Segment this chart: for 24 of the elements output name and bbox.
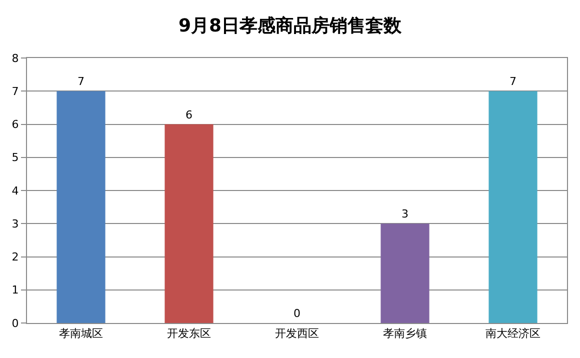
y-tick-label: 5 [12,151,19,164]
data-label: 7 [510,75,516,88]
bar [488,91,538,323]
y-tick-label: 6 [12,118,19,132]
data-label: 7 [78,75,84,88]
data-label: 6 [186,108,192,122]
y-tick-label: 3 [12,217,19,230]
bar [164,124,214,323]
x-tick-label: 开发西区 [275,327,319,340]
chart-title: 9月8日孝感商品房销售套数 [178,15,403,36]
data-label: 3 [402,208,408,221]
x-tick-label: 开发东区 [167,327,211,340]
y-tick-label: 7 [12,84,19,98]
x-tick-label: 南大经济区 [486,327,540,340]
bar [56,91,106,323]
data-label: 0 [294,307,300,320]
x-tick-label: 孝南乡镇 [383,327,427,340]
x-tick-label: 孝南城区 [59,327,103,340]
bar [380,224,430,323]
y-tick-label: 0 [12,316,19,330]
y-tick-label: 4 [12,184,19,198]
y-tick-label: 1 [12,284,19,297]
y-tick-label: 2 [12,250,19,264]
y-tick-label: 8 [12,52,19,65]
